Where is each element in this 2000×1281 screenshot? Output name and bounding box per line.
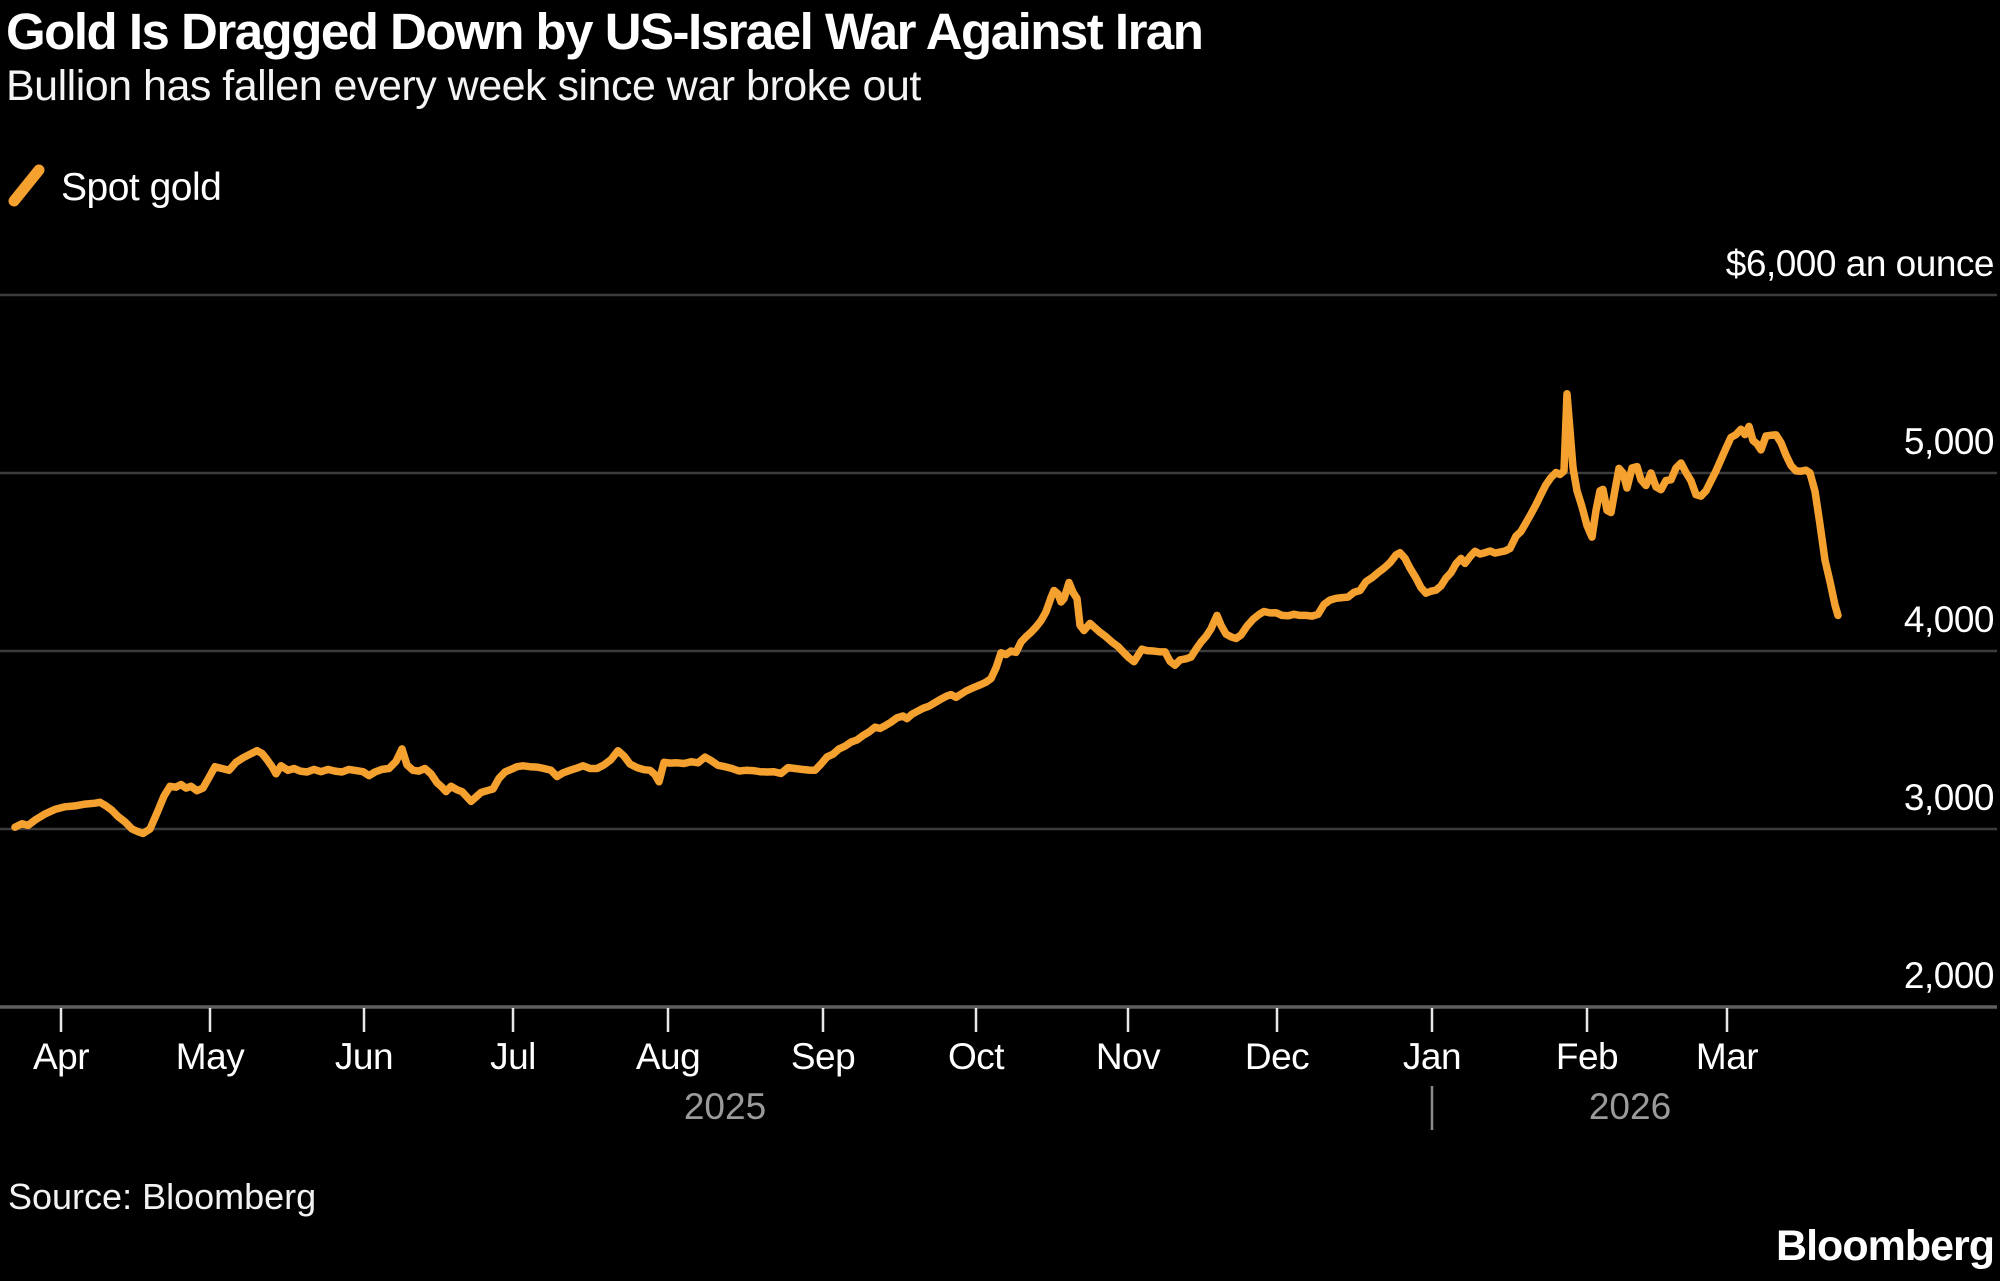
x-axis-label-feb: Feb bbox=[1555, 1036, 1619, 1077]
legend: Spot gold bbox=[8, 163, 222, 212]
page-subtitle: Bullion has fallen every week since war … bbox=[6, 62, 921, 110]
x-axis-label-jun: Jun bbox=[334, 1036, 394, 1077]
y-axis-label: $6,000 an ounce bbox=[1725, 243, 1995, 284]
y-axis-label: 3,000 bbox=[1903, 777, 1995, 818]
x-axis-label-oct: Oct bbox=[947, 1036, 1005, 1077]
y-axis-label: 4,000 bbox=[1903, 599, 1995, 640]
page-title: Gold Is Dragged Down by US-Israel War Ag… bbox=[6, 3, 1204, 60]
spot-gold-line bbox=[11, 390, 1842, 838]
year-label-2025: 2025 bbox=[683, 1086, 767, 1127]
y-axis-label: 2,000 bbox=[1903, 955, 1995, 996]
x-axis-label-jul: Jul bbox=[490, 1036, 536, 1077]
x-axis-label-aug: Aug bbox=[635, 1036, 701, 1077]
legend-label-spot-gold: Spot gold bbox=[61, 165, 222, 209]
year-label-2026: 2026 bbox=[1588, 1086, 1672, 1127]
x-axis-label-may: May bbox=[175, 1036, 245, 1077]
x-axis-label-jan: Jan bbox=[1402, 1036, 1462, 1077]
x-axis-label-nov: Nov bbox=[1095, 1036, 1161, 1077]
x-axis-label-apr: Apr bbox=[32, 1036, 90, 1077]
x-axis-label-sep: Sep bbox=[790, 1036, 856, 1077]
y-axis-label: 5,000 bbox=[1903, 421, 1995, 462]
source-note: Source: Bloomberg bbox=[8, 1176, 317, 1217]
x-axis-label-dec: Dec bbox=[1244, 1036, 1310, 1077]
x-axis-label-mar: Mar bbox=[1695, 1036, 1759, 1077]
bloomberg-logo: Bloomberg bbox=[1776, 1222, 1995, 1270]
spot-gold-swatch-icon bbox=[8, 163, 46, 212]
